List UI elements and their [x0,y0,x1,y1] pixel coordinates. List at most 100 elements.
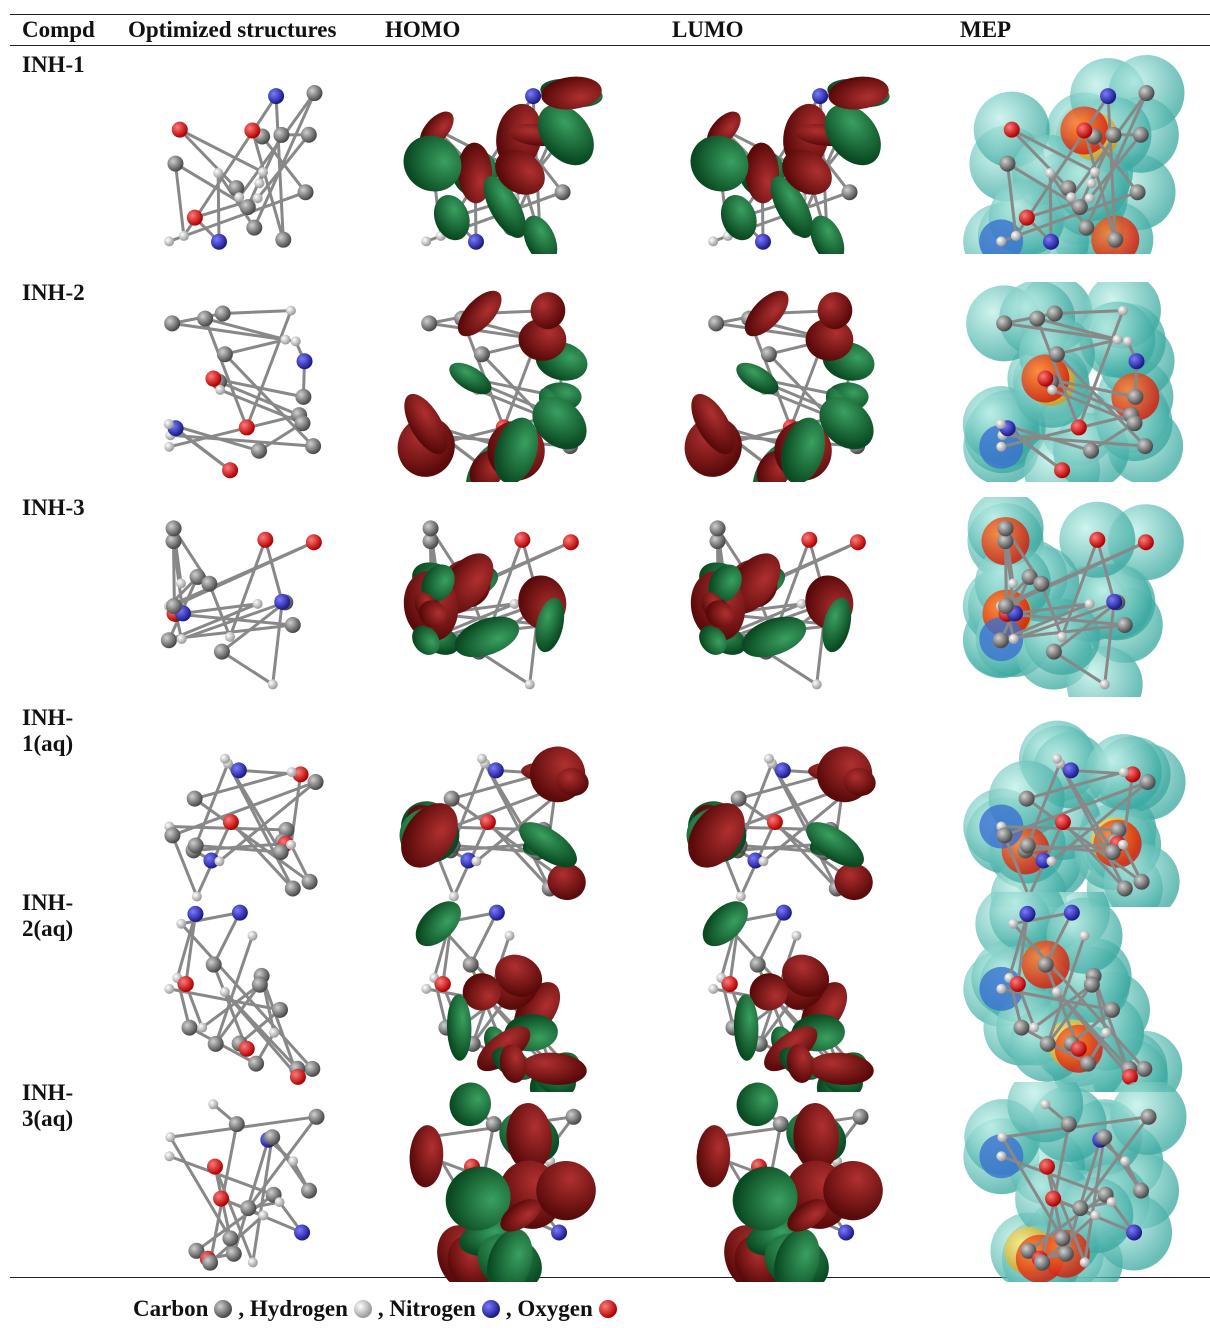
bond [469,911,499,966]
atom [1008,634,1019,645]
atom [1101,1027,1112,1038]
atom [708,315,725,332]
atom [709,533,726,550]
orbital-lobe [518,318,567,361]
atom [1010,230,1021,241]
atom [997,1132,1008,1143]
orbital-lobe [535,597,565,653]
atom [760,346,777,363]
orbital-lobe [506,1103,552,1172]
bond [1055,990,1132,1078]
bond [220,601,287,653]
atom [775,904,792,921]
homo-orbital [399,746,589,902]
atom [296,353,313,370]
atom [1105,126,1122,143]
atom [997,598,1014,615]
atom [460,852,477,869]
atom [206,1158,223,1175]
atom [1079,930,1090,941]
legend-label: , Oxygen [505,1296,593,1321]
atom [215,384,226,395]
atom [421,983,432,994]
atom [479,814,496,831]
bond [175,913,197,979]
atom [801,531,818,548]
atom [735,891,746,902]
orbital-lobe [404,393,448,455]
header-cell: MEP [960,17,1012,42]
header-cell: Compd [22,17,95,42]
bond [1051,388,1136,425]
atom [205,956,222,973]
atom [273,126,290,143]
atom [300,126,317,143]
atom [160,632,177,649]
atom [258,1210,269,1221]
atom [252,598,263,609]
bond [1053,650,1106,686]
atom [841,184,858,201]
orbital-lobe [696,1125,731,1188]
bond [1079,1115,1150,1209]
orbital-lobe [745,142,780,204]
atom [214,305,231,322]
orbital-lobe [828,76,889,110]
atom [305,534,322,551]
atom [997,533,1014,550]
atom [244,122,261,139]
atom [999,155,1016,172]
atom [171,121,188,138]
atom [294,415,311,432]
atom [1133,873,1150,890]
orbital-lobe [418,600,447,628]
bond [194,762,230,847]
atom [201,575,218,592]
atom [1037,370,1054,387]
atom [524,679,535,690]
atom [791,930,802,941]
orbital-lobe [519,822,577,868]
atom [849,534,866,551]
header-cell: HOMO [385,17,461,42]
row-label: INH-1 [22,52,85,77]
bond [1060,539,1099,638]
atom [421,315,438,332]
atom [1104,844,1121,861]
optimized-structure [164,904,321,1085]
atom [992,632,1009,649]
atom [1045,1190,1062,1207]
atom [1051,986,1062,997]
atom [565,1108,582,1125]
atom [268,88,285,105]
atom [1054,1230,1071,1247]
orbital-lobe [449,1082,491,1127]
atom [230,762,247,779]
atom [995,419,1006,430]
atom [1046,856,1057,867]
atom [1128,353,1145,370]
orbital-lobe [702,901,748,947]
atom [271,1001,288,1018]
atom [222,814,239,831]
orbital-lobe [494,417,539,482]
bond [1005,163,1018,237]
legend-atom-icon [214,1300,233,1318]
orbital-lobe [708,564,742,603]
atom [996,441,1007,452]
atom [292,766,309,783]
orbital-lobe [433,194,470,241]
atom [289,1068,306,1085]
orbital-lobe [817,292,853,330]
orbital-lobe [705,600,734,628]
atom [467,233,484,250]
bond [1013,600,1118,641]
atom [1054,814,1071,831]
orbital-lobe [782,954,830,998]
bond [222,309,292,316]
atom [1054,462,1071,479]
atom [191,891,202,902]
orbital-lobe [403,135,462,192]
orbital-lobe [547,863,586,901]
atom [274,593,291,610]
